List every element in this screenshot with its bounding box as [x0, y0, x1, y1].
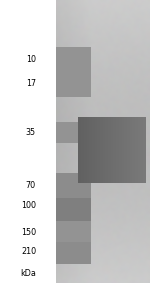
Text: 100: 100 [21, 201, 36, 210]
Text: 210: 210 [21, 247, 36, 256]
Text: kDa: kDa [20, 269, 36, 278]
Text: 35: 35 [26, 128, 36, 137]
Text: 10: 10 [26, 55, 36, 64]
Text: 150: 150 [21, 228, 36, 237]
Bar [0, 0, 56, 283]
Text: 17: 17 [26, 79, 36, 88]
Text: 70: 70 [26, 181, 36, 190]
